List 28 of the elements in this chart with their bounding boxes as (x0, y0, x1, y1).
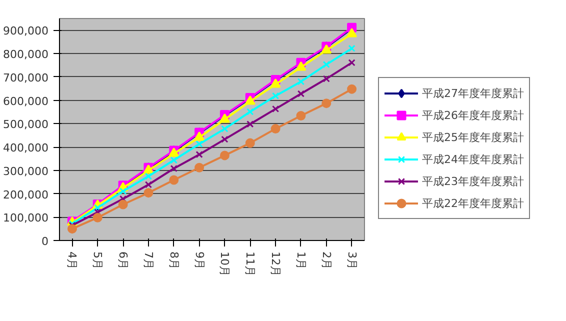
x-tick-label: 8月 (167, 252, 180, 270)
legend-label: 平成26年度年度累計 (422, 108, 524, 122)
legend-label: 平成22年度年度累計 (422, 196, 524, 210)
y-tick-label: 600,000 (3, 94, 49, 108)
x-tick-label: 3月 (345, 252, 358, 270)
x-tick-label: 9月 (192, 252, 206, 270)
y-tick-label: 500,000 (3, 118, 49, 132)
legend-label: 平成23年度年度累計 (422, 174, 524, 188)
legend-label: 平成27年度年度累計 (422, 86, 524, 100)
y-tick-label: 300,000 (3, 164, 49, 178)
x-tick-label: 5月 (91, 252, 104, 270)
y-tick-label: 700,000 (3, 71, 49, 84)
x-tick-label: 4月 (66, 252, 79, 270)
x-tick-label: 1月 (294, 252, 308, 270)
y-tick-label: 200,000 (3, 188, 49, 202)
legend-label: 平成25年度年度累計 (422, 130, 524, 144)
y-tick-label: 0 (42, 235, 48, 248)
y-tick-label: 100,000 (3, 212, 49, 225)
legend-label: 平成24年度年度累計 (422, 152, 524, 166)
y-tick-label: 400,000 (3, 142, 49, 155)
x-tick-label: 12月 (269, 252, 282, 276)
x-tick-label: 6月 (116, 252, 130, 270)
x-tick-label: 10月 (218, 252, 232, 276)
y-tick-label: 900,000 (3, 24, 49, 38)
x-tick-label: 7月 (142, 252, 155, 270)
y-tick-label: 800,000 (3, 48, 49, 62)
x-tick-label: 11月 (244, 252, 257, 276)
x-tick-label: 2月 (320, 252, 333, 270)
